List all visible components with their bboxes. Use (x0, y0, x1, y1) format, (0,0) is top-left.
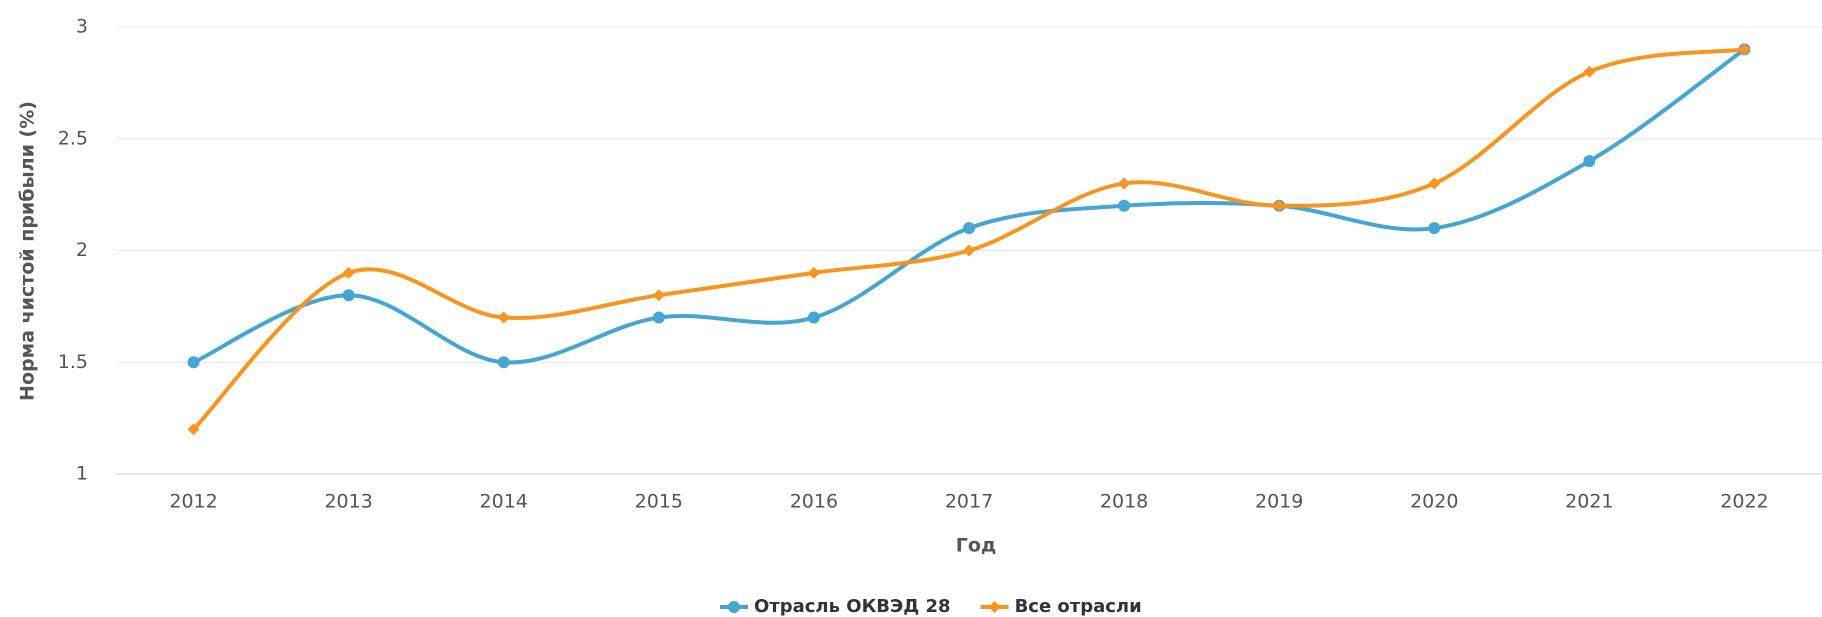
y-tick-label: 3 (76, 16, 88, 38)
legend-label: Все отрасли (1015, 596, 1142, 617)
series-line (192, 47, 1746, 365)
x-tick-label: 2022 (1720, 491, 1768, 513)
x-tick-label: 2012 (169, 491, 217, 513)
point (1583, 155, 1596, 168)
x-tick-label: 2018 (1100, 491, 1148, 513)
series-line (192, 47, 1745, 431)
point (807, 311, 820, 324)
point (807, 266, 820, 279)
x-tick-label: 2019 (1255, 491, 1303, 513)
point (187, 356, 200, 369)
x-tick-label: 2014 (480, 491, 528, 513)
point (1738, 43, 1751, 56)
point (1273, 199, 1286, 212)
point (652, 289, 665, 302)
point (1428, 222, 1441, 235)
point (963, 222, 975, 235)
point (342, 289, 355, 302)
y-tick-label: 2.5 (58, 127, 88, 149)
point (1118, 177, 1131, 190)
point (963, 244, 975, 257)
x-tick-label: 2021 (1565, 491, 1613, 513)
point (1583, 65, 1596, 78)
point (652, 311, 665, 324)
point (342, 266, 355, 279)
legend-label: Отрасль ОКВЭД 28 (754, 596, 951, 617)
point (497, 356, 510, 369)
x-tick-label: 2013 (324, 491, 372, 513)
y-tick-label: 1 (76, 463, 88, 485)
legend-symbol (988, 601, 1001, 613)
x-tick-label: 2020 (1410, 491, 1458, 513)
legend-symbol (728, 601, 740, 613)
x-tick-label: 2017 (945, 491, 993, 513)
x-tick-label: 2015 (635, 491, 683, 513)
y-tick-label: 1.5 (58, 351, 88, 373)
point (187, 423, 200, 436)
y-axis-title: Норма чистой прибыли (%) (17, 101, 39, 401)
point (497, 311, 510, 324)
point (1118, 199, 1131, 212)
y-tick-label: 2 (76, 239, 88, 261)
x-tick-label: 2016 (790, 491, 838, 513)
point (1428, 177, 1441, 190)
x-axis-title: Год (956, 535, 997, 557)
